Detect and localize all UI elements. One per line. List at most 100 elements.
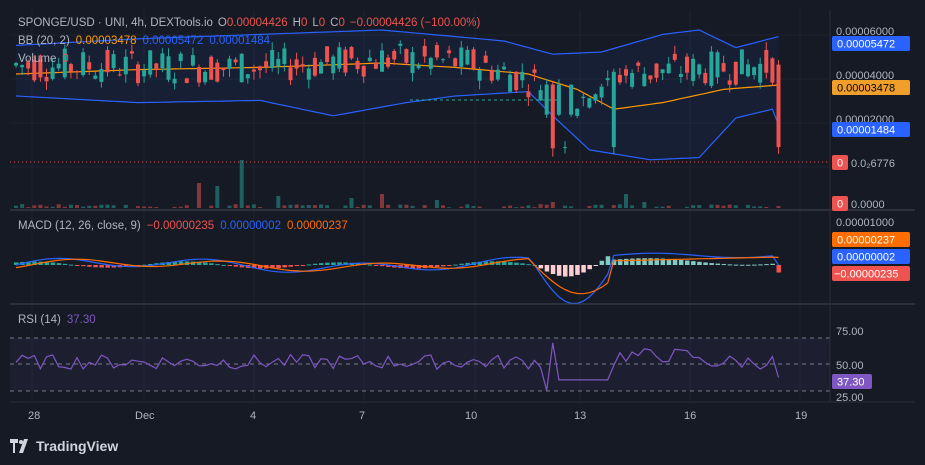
candle-body	[605, 78, 610, 81]
svg-text:SPONGE/USD · UNI, 4h, DEXTools: SPONGE/USD · UNI, 4h, DEXTools.io O0.0000…	[18, 17, 481, 29]
volume-bar	[300, 205, 305, 208]
macd-hist-bar	[105, 265, 110, 268]
volume-bar	[306, 204, 311, 208]
volume-bar	[111, 205, 116, 208]
candle-body	[636, 62, 641, 66]
volume-bar	[361, 204, 366, 208]
candle-body	[14, 63, 18, 66]
volume-bar	[32, 205, 37, 208]
macd-hist-bar	[197, 261, 202, 265]
candle-body	[105, 50, 110, 73]
volume-bar	[526, 205, 531, 208]
candle-body	[672, 53, 677, 60]
volume-bar	[733, 205, 738, 208]
volume-bar	[410, 205, 415, 208]
macd-hist-bar	[50, 262, 56, 265]
candle-body	[599, 86, 604, 98]
volume-bar	[477, 206, 482, 208]
bb-basis-value: 0.00003478	[76, 35, 137, 47]
volume-bar	[502, 206, 506, 208]
candle-body	[221, 67, 226, 71]
volume-bars	[14, 160, 781, 208]
candle-body	[465, 49, 470, 65]
macd-hist-bar	[514, 262, 519, 265]
time-axis[interactable]: 28 Dec 4 7 10 13 16 19	[28, 410, 807, 422]
volume-bar	[709, 204, 714, 208]
volume-bar	[38, 204, 43, 208]
volume-bar	[123, 204, 128, 208]
time-label: 28	[28, 410, 40, 422]
candle-body	[752, 67, 757, 76]
macd-hist-bar	[611, 259, 617, 265]
bb-lower-tag-label: 0.00001484	[837, 125, 895, 137]
candle-body	[129, 51, 134, 54]
macd-hist-bar	[502, 261, 507, 265]
candle-body	[197, 67, 201, 83]
volume-bar	[617, 204, 622, 208]
macd-pane[interactable]	[14, 252, 781, 304]
price-pane[interactable]	[10, 29, 830, 208]
svg-text:MACD (12, 26, close, 9)−0.0000: MACD (12, 26, close, 9) −0.00000235 0.0000…	[18, 220, 348, 232]
volume-bar	[386, 204, 391, 208]
volume-bar	[93, 205, 98, 208]
h-label: H	[293, 17, 301, 29]
macd-axis[interactable]: 0.00001000 0.00000237 0.00000002 −0.0000…	[832, 217, 910, 281]
candle-body	[392, 51, 397, 60]
volume-bar	[197, 183, 201, 208]
volume-bar	[520, 206, 525, 208]
rsi-axis[interactable]: 75.00 50.00 25.00 37.30	[832, 326, 872, 404]
candle-body	[367, 57, 372, 62]
candles	[14, 38, 781, 157]
bb-basis-tag	[832, 80, 910, 95]
candle-body	[404, 49, 409, 63]
volume-bar	[587, 205, 592, 208]
volume-bar	[685, 206, 689, 208]
last-price-tag-label: 0	[837, 158, 843, 170]
volume-bar	[441, 205, 445, 208]
macd-hist-bar	[227, 265, 232, 266]
volume-bar	[380, 194, 384, 208]
macd-hist-bar	[209, 263, 214, 265]
volume-bar	[642, 202, 647, 208]
bb-upper-tag	[832, 36, 910, 51]
c-value: 0	[338, 17, 344, 29]
rsi-legend-name: RSI (14)	[18, 314, 61, 326]
candle-body	[276, 58, 281, 67]
macd-hist-bar	[727, 264, 733, 266]
candle-body	[264, 61, 269, 68]
volume-bar	[343, 205, 348, 208]
candle-body	[117, 74, 122, 76]
volume-bar	[233, 204, 238, 208]
candle-body	[453, 58, 458, 67]
tradingview-icon	[10, 439, 30, 453]
candle-body	[477, 70, 482, 81]
volume-tag-label: 0	[837, 199, 843, 211]
macd-hist-bar	[447, 265, 452, 266]
volume-bar	[14, 205, 18, 208]
macd-hist-bar	[672, 259, 678, 265]
rsi-pane[interactable]	[10, 337, 830, 392]
candle-body	[538, 90, 543, 101]
volume-bar	[447, 207, 452, 208]
macd-hist-bar	[495, 261, 501, 265]
candle-body	[416, 65, 421, 69]
macd-hist-bar	[233, 265, 239, 267]
candle-body	[526, 91, 531, 98]
price-axis[interactable]: 0.00006000 0.00004000 0.00002000 0.0₂677…	[832, 26, 910, 211]
volume-bar	[215, 186, 220, 208]
candle-body	[136, 64, 140, 84]
volume-bar	[62, 206, 67, 208]
bb-upper-tag-label: 0.00005472	[837, 39, 895, 51]
candle-body	[44, 76, 49, 82]
candle-body	[227, 58, 232, 69]
macd-hist-bar	[62, 263, 68, 265]
macd-hist-bar	[715, 263, 720, 265]
candle-body	[550, 84, 555, 149]
macd-hist-bar	[93, 265, 98, 268]
volume-bar	[563, 205, 567, 208]
price-tick: 0.00004000	[836, 70, 894, 82]
volume-bar	[666, 205, 671, 208]
volume-bar	[251, 204, 256, 208]
candle-body	[648, 75, 653, 80]
